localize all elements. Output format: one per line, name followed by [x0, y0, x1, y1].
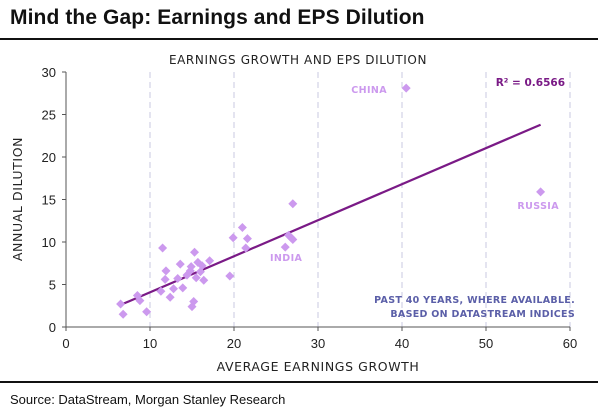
y-tick-label: 20 — [42, 150, 56, 165]
russia-label: RUSSIA — [517, 201, 559, 212]
x-axis-title: AVERAGE EARNINGS GROWTH — [217, 359, 420, 374]
scatter-chart: EARNINGS GROWTH AND EPS DILUTION 0 10 20 30… — [10, 53, 578, 374]
axes — [62, 71, 571, 331]
y-tick-label: 10 — [42, 235, 56, 250]
data-point — [190, 247, 200, 257]
y-tick-label: 15 — [42, 193, 56, 208]
data-point — [199, 275, 209, 285]
y-tick-label: 25 — [42, 108, 56, 123]
data-point — [118, 309, 128, 319]
x-tick-label: 10 — [143, 336, 157, 351]
data-points — [116, 83, 546, 319]
tick-labels: 0 10 20 30 40 50 60 0 5 10 15 20 25 30 — [42, 65, 578, 351]
data-point — [189, 297, 199, 306]
china-label: CHINA — [351, 85, 387, 96]
data-point — [225, 271, 235, 281]
data-point — [228, 233, 238, 243]
data-point — [536, 187, 546, 197]
title-rule — [0, 38, 598, 40]
x-tick-label: 40 — [395, 336, 409, 351]
data-point — [142, 307, 152, 317]
x-tick-label: 20 — [227, 336, 241, 351]
india-label: INDIA — [270, 253, 303, 264]
note-line-2: BASED ON DATASTREAM INDICES — [390, 309, 575, 320]
data-point — [175, 259, 185, 269]
data-point — [401, 83, 411, 93]
x-tick-label: 50 — [479, 336, 493, 351]
data-point — [242, 234, 252, 244]
x-tick-label: 30 — [311, 336, 325, 351]
data-point — [205, 256, 215, 266]
y-tick-label: 30 — [42, 65, 56, 80]
data-point — [160, 274, 170, 284]
data-point — [280, 242, 290, 252]
page-title: Mind the Gap: Earnings and EPS Dilution — [10, 6, 425, 29]
data-point — [288, 234, 298, 244]
y-tick-label: 0 — [49, 320, 56, 335]
source-note: Source: DataStream, Morgan Stanley Resea… — [10, 392, 286, 407]
data-point — [237, 223, 247, 233]
data-point — [135, 296, 145, 306]
data-point — [165, 292, 175, 302]
data-point — [156, 286, 166, 296]
data-point — [178, 283, 188, 293]
chart-title: EARNINGS GROWTH AND EPS DILUTION — [169, 53, 427, 67]
data-point — [186, 262, 196, 272]
r-squared-label: R² = 0.6566 — [496, 77, 565, 89]
data-point — [169, 284, 179, 294]
data-point — [241, 243, 251, 253]
data-point — [116, 299, 126, 309]
y-tick-label: 5 — [49, 278, 56, 293]
data-point — [173, 274, 183, 284]
x-gridlines — [149, 72, 571, 327]
data-point — [158, 243, 168, 253]
data-point — [191, 273, 201, 283]
data-point — [161, 266, 171, 276]
x-tick-label: 60 — [563, 336, 577, 351]
y-axis-title: ANNUAL DILUTION — [10, 137, 25, 261]
x-tick-label: 0 — [62, 336, 69, 351]
data-point — [288, 199, 298, 209]
trendline — [120, 123, 542, 306]
data-point — [197, 261, 207, 271]
footer-rule — [0, 381, 598, 383]
note-line-1: PAST 40 YEARS, WHERE AVAILABLE. — [374, 295, 575, 306]
